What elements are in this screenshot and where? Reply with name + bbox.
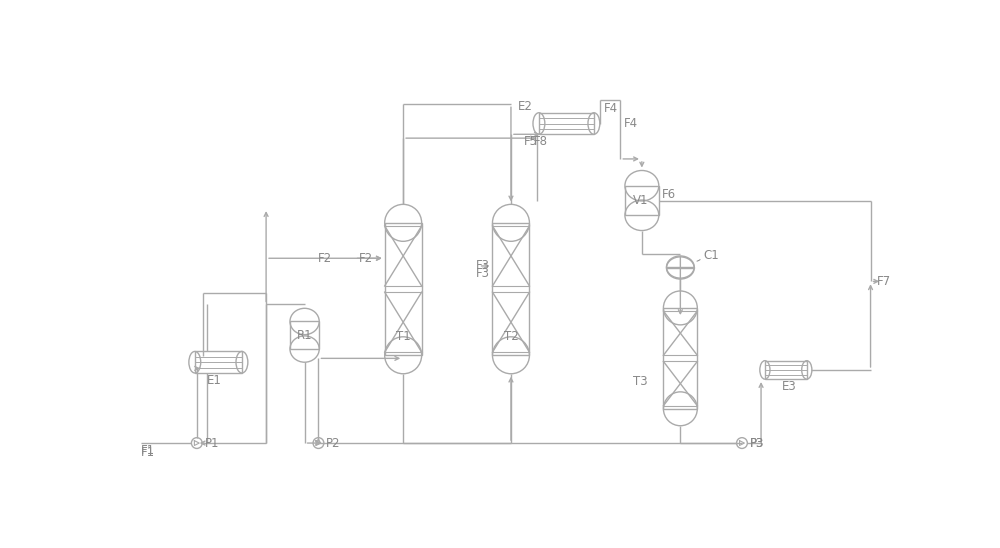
Bar [666, 267, 694, 268]
Text: P2: P2 [326, 437, 341, 449]
Bar [663, 308, 697, 409]
Text: F1: F1 [141, 446, 155, 459]
Text: P3: P3 [750, 437, 764, 449]
Text: F3: F3 [476, 259, 490, 272]
Text: F1: F1 [141, 444, 155, 457]
Text: F7: F7 [877, 275, 891, 288]
Text: F3: F3 [476, 267, 490, 280]
Text: F5: F5 [524, 135, 538, 149]
Text: V1: V1 [633, 194, 648, 207]
Text: F4: F4 [623, 117, 638, 130]
Bar [625, 186, 659, 215]
Text: P1: P1 [205, 437, 219, 449]
Text: T2: T2 [504, 330, 518, 343]
Text: E2: E2 [518, 100, 533, 113]
Text: T3: T3 [633, 375, 648, 388]
Text: T1: T1 [396, 330, 411, 343]
Bar [195, 351, 242, 373]
Bar [539, 113, 594, 134]
Bar [290, 322, 319, 349]
Text: R1: R1 [297, 329, 312, 342]
Text: E1: E1 [207, 374, 222, 387]
Bar [385, 223, 422, 355]
Text: F4: F4 [604, 102, 618, 116]
Text: F2: F2 [358, 252, 373, 265]
Text: E3: E3 [782, 380, 797, 393]
Bar [492, 223, 529, 355]
Text: C1: C1 [703, 249, 719, 262]
Text: F6: F6 [662, 188, 676, 201]
Text: F8: F8 [534, 135, 548, 149]
Bar [765, 361, 807, 379]
Text: P3: P3 [750, 437, 764, 449]
Text: F2: F2 [318, 252, 332, 265]
